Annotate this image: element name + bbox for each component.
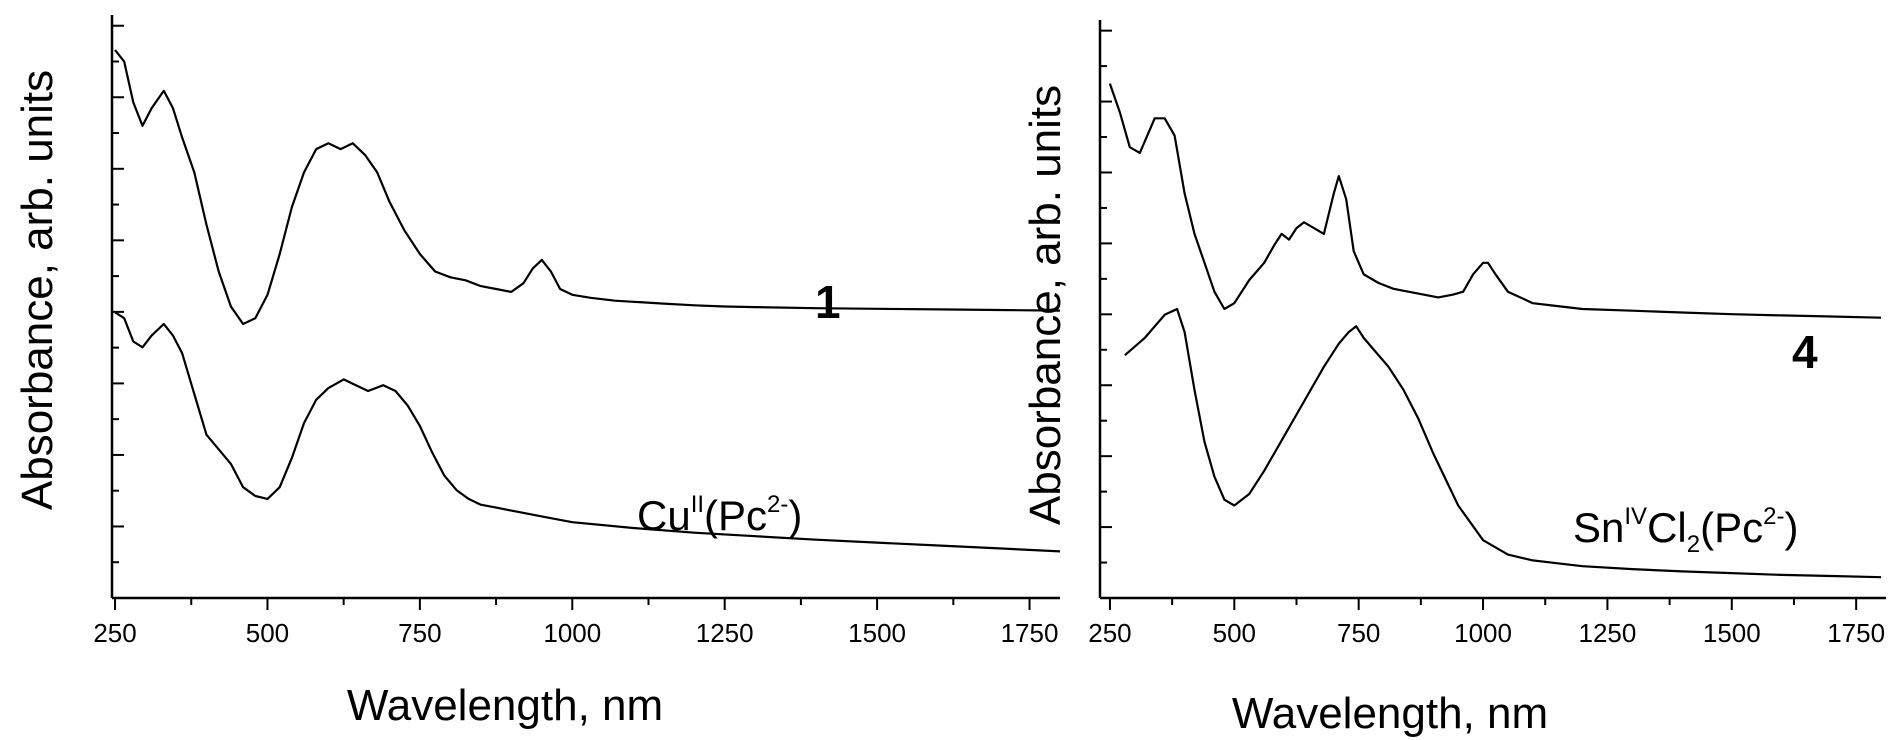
plot-area-2: 250 500 750 1000 1250 1500 1750: [1088, 20, 1886, 648]
x-axis-title-1: Wavelength, nm: [347, 681, 663, 730]
series-line-1-2: [114, 311, 1061, 553]
x-axis-title-2: Wavelength, nm: [1232, 689, 1548, 738]
x-tick-label-1: 1000: [543, 618, 601, 648]
compound-ox-1: II: [691, 491, 704, 518]
x-tick-label-2: 1250: [1578, 618, 1636, 648]
y-axis-title-2: Absorbance, arb. units: [1021, 85, 1070, 525]
compound-close-2: ): [1784, 504, 1798, 551]
series-line-2-1: [1108, 83, 1882, 319]
x-tick-label-2: 1500: [1703, 618, 1761, 648]
compound-charge-2: 2-: [1763, 503, 1784, 530]
series-line-2-2: [1124, 307, 1882, 579]
y-axis-title-1: Absorbance, arb. units: [13, 70, 62, 510]
series-line-1-1: [114, 49, 1061, 326]
compound-rest-1: (Pc: [704, 492, 767, 539]
x-tick-label-1: 750: [398, 618, 441, 648]
x-tick-label-1: 1750: [1001, 618, 1059, 648]
panel-number-1: 1: [815, 276, 841, 328]
x-tick-label-2: 1750: [1827, 618, 1885, 648]
x-tick-label-2: 500: [1213, 618, 1256, 648]
compound-charge-1: 2-: [767, 491, 788, 518]
compound-rest2-2: (Pc: [1700, 504, 1763, 551]
chart-panel-1: 250 500 750 1000 1250 1500 1750 Wavelength, nm…: [13, 15, 1061, 730]
x-tick-label-1: 1500: [848, 618, 906, 648]
x-tick-label-2: 1000: [1454, 618, 1512, 648]
compound-sub-2: 2: [1687, 531, 1700, 558]
x-tick-label-1: 250: [93, 618, 136, 648]
chart-panel-2: 250 500 750 1000 1250 1500 1750 Wavelength, nm…: [1021, 20, 1886, 738]
compound-ox-2: IV: [1624, 503, 1647, 530]
x-tick-label-1: 1250: [696, 618, 754, 648]
x-tick-label-2: 750: [1337, 618, 1380, 648]
compound-close-1: ): [788, 492, 802, 539]
x-tick-label-2: 250: [1088, 618, 1131, 648]
compound-rest-2: Cl: [1647, 504, 1687, 551]
panel-number-2: 4: [1792, 326, 1818, 378]
plot-area-1: 250 500 750 1000 1250 1500 1750: [93, 15, 1061, 648]
compound-main-1: Cu: [637, 492, 691, 539]
compound-label-1: CuII(Pc2-): [637, 491, 802, 539]
x-tick-label-1: 500: [246, 618, 289, 648]
compound-label-2: SnIVCl2(Pc2-): [1573, 503, 1798, 558]
compound-main-2: Sn: [1573, 504, 1624, 551]
